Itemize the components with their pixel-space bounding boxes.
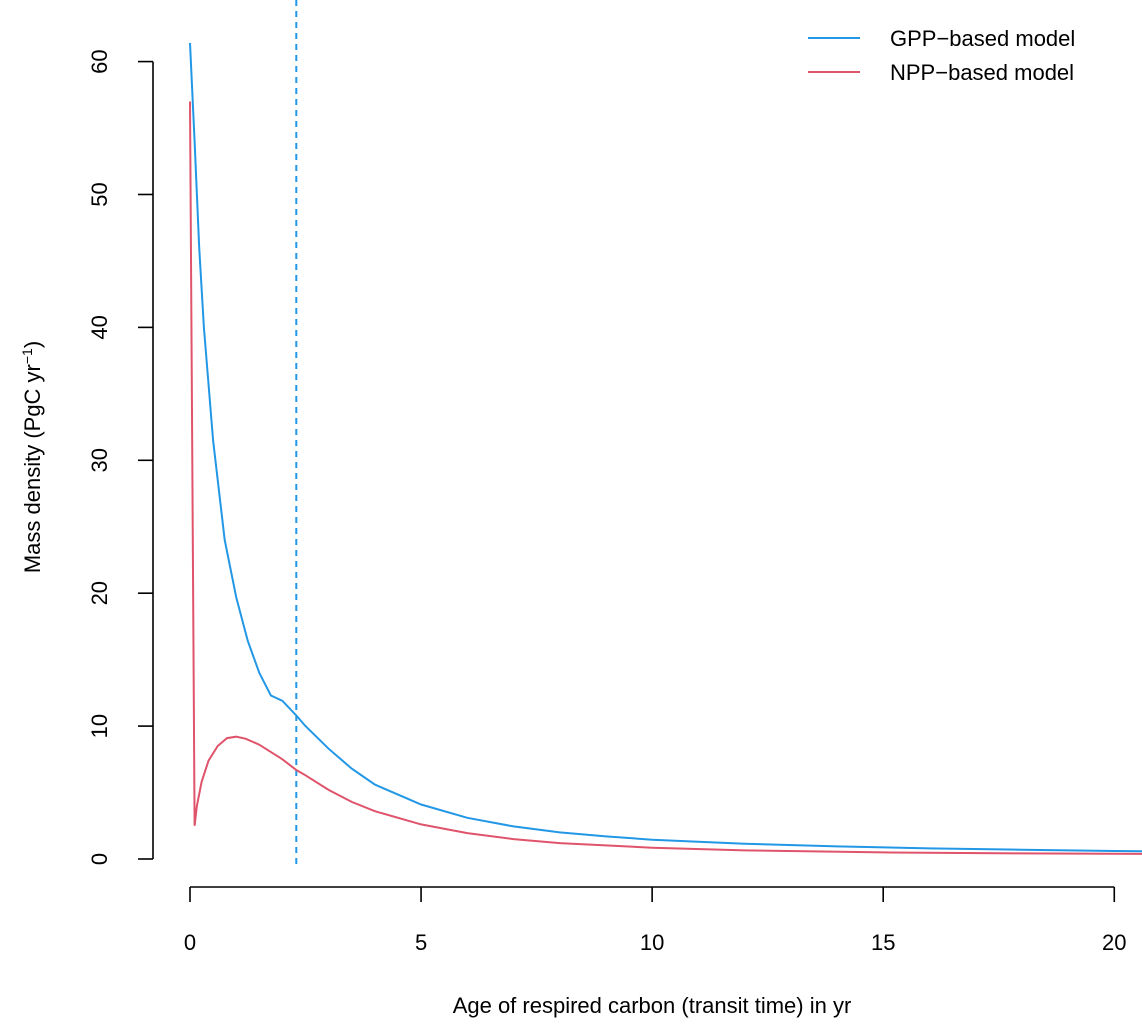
- series-line-npp: [189, 101, 1142, 855]
- x-tick-label: 5: [415, 930, 427, 955]
- y-tick-label: 30: [87, 448, 112, 472]
- axes: 0 5 10 15 20 0 10 20 30 40 50 60: [87, 49, 1127, 955]
- y-tick-label: 40: [87, 315, 112, 339]
- x-tick-label: 10: [640, 930, 664, 955]
- series-line-gpp: [189, 42, 1142, 853]
- y-tick-label: 20: [87, 581, 112, 605]
- y-tick-label: 50: [87, 182, 112, 206]
- x-tick-label: 15: [871, 930, 895, 955]
- legend-label: GPP−based model: [890, 26, 1075, 51]
- y-axis-title-main: Mass density (PgC yr: [20, 364, 45, 573]
- y-axis-title: Mass density (PgC yr−1): [19, 341, 45, 573]
- legend: GPP−based model NPP−based model: [808, 26, 1075, 85]
- y-tick-label: 10: [87, 714, 112, 738]
- plot-area: [189, 0, 1142, 869]
- legend-label: NPP−based model: [890, 60, 1074, 85]
- x-tick-label: 20: [1102, 930, 1126, 955]
- x-axis-title: Age of respired carbon (transit time) in…: [453, 993, 852, 1018]
- x-tick-label: 0: [184, 930, 196, 955]
- y-axis-title-superscript: −1: [19, 348, 35, 364]
- y-tick-label: 0: [87, 853, 112, 865]
- y-tick-label: 60: [87, 49, 112, 73]
- y-axis-title-close: ): [20, 341, 45, 348]
